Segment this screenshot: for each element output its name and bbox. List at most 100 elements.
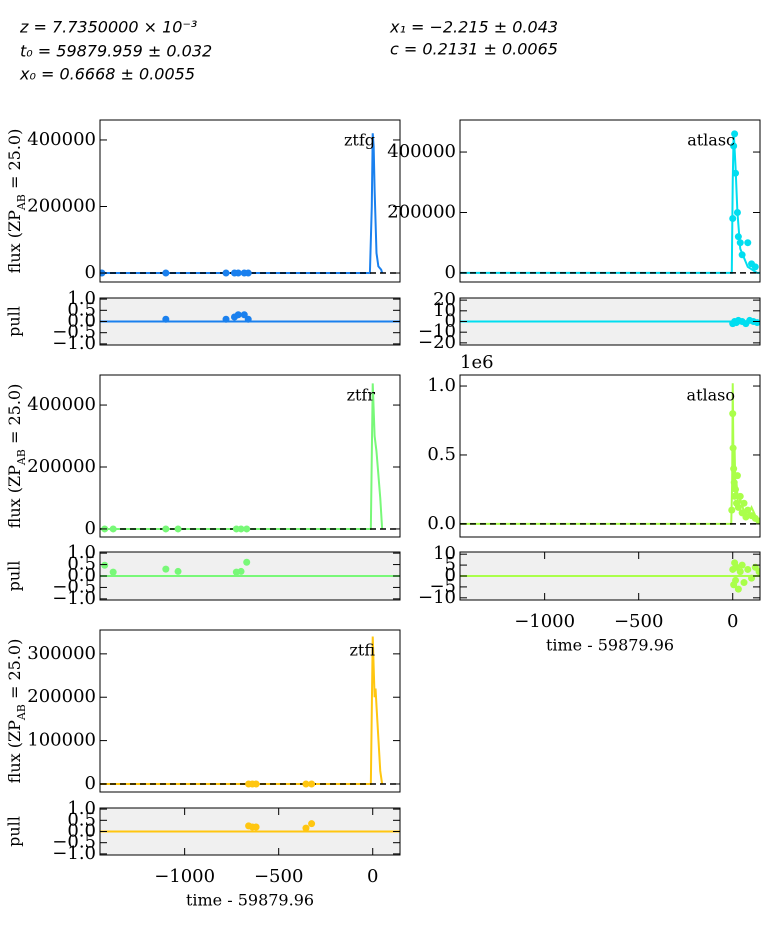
y-axis-label-part: = 25.0) bbox=[5, 129, 24, 194]
data-point bbox=[733, 208, 741, 216]
y-tick-label: 400000 bbox=[387, 141, 456, 162]
fit-param: x₁ = −2.215 ± 0.043 bbox=[389, 18, 558, 37]
data-point bbox=[738, 251, 746, 259]
y-tick-label: 0 bbox=[445, 565, 456, 586]
y-tick-label: 200000 bbox=[387, 201, 456, 222]
data-point bbox=[729, 444, 737, 452]
pull-point bbox=[732, 576, 740, 584]
pull-point bbox=[162, 315, 170, 323]
plot-content bbox=[100, 311, 400, 323]
y-tick-label: −1.0 bbox=[52, 843, 96, 864]
plot-content bbox=[460, 383, 760, 525]
pull-point bbox=[174, 567, 182, 575]
y-tick-label: 0.5 bbox=[67, 299, 96, 320]
y-tick-label: 10 bbox=[433, 300, 456, 321]
y-axis-label-part: = 25.0) bbox=[5, 384, 24, 449]
data-point bbox=[162, 269, 170, 277]
y-tick-label: 200000 bbox=[27, 456, 96, 477]
data-point bbox=[244, 269, 252, 277]
y-axis-label-part: flux (ZP bbox=[5, 210, 24, 273]
y-tick-label: −0.5 bbox=[52, 832, 96, 853]
data-point bbox=[731, 130, 739, 138]
data-point bbox=[729, 215, 737, 223]
data-point bbox=[252, 780, 260, 788]
pull-point bbox=[302, 824, 310, 832]
y-tick-label: 0.5 bbox=[67, 809, 96, 830]
data-point bbox=[302, 780, 310, 788]
pull-point bbox=[234, 311, 242, 319]
axes-frame bbox=[99, 374, 401, 538]
data-point bbox=[730, 465, 738, 473]
plot-content bbox=[460, 316, 760, 328]
plot-content bbox=[100, 383, 400, 533]
data-point bbox=[744, 506, 752, 514]
y-tick-label: 0 bbox=[85, 262, 96, 283]
data-point bbox=[733, 472, 741, 480]
plot-area bbox=[100, 375, 400, 537]
pull-point bbox=[736, 568, 744, 576]
y-tick-label: 0.5 bbox=[67, 554, 96, 575]
pull-point bbox=[243, 558, 251, 566]
y-axis-label: flux (ZPAB = 25.0) bbox=[5, 384, 28, 529]
y-tick-label: 0.0 bbox=[427, 513, 456, 534]
data-point bbox=[174, 525, 182, 533]
pull-point bbox=[101, 561, 109, 569]
fit-param: c = 0.2131 ± 0.0065 bbox=[390, 40, 558, 59]
fit-param: t₀ = 59879.959 ± 0.032 bbox=[20, 42, 212, 61]
x-axis-label: time - 59879.96 bbox=[546, 636, 674, 655]
data-point bbox=[734, 233, 742, 241]
model-line bbox=[460, 130, 760, 274]
data-point bbox=[728, 506, 736, 514]
axes-frame bbox=[459, 297, 761, 346]
data-point bbox=[237, 525, 245, 533]
data-point bbox=[736, 239, 744, 247]
plot-content bbox=[100, 820, 400, 833]
data-point bbox=[731, 492, 739, 500]
pull-point bbox=[740, 579, 748, 587]
data-point bbox=[730, 479, 738, 487]
y-tick-label: 200000 bbox=[27, 686, 96, 707]
y-tick-label: 0.0 bbox=[67, 565, 96, 586]
y-tick-label: 200000 bbox=[27, 195, 96, 216]
y-tick-label: 400000 bbox=[27, 394, 96, 415]
y-tick-label: 1.0 bbox=[67, 288, 96, 309]
model-line bbox=[100, 133, 384, 275]
x-tick-label: −1000 bbox=[514, 611, 575, 632]
data-point bbox=[222, 269, 230, 277]
data-point bbox=[755, 517, 760, 525]
x-tick-label: 0 bbox=[727, 611, 738, 632]
y-axis-label: pull bbox=[5, 816, 24, 847]
offset-label: 1e6 bbox=[460, 352, 494, 373]
axes-frame bbox=[459, 374, 761, 538]
data-point bbox=[732, 485, 740, 493]
plot-area bbox=[100, 630, 400, 792]
y-tick-label: 400000 bbox=[27, 129, 96, 150]
pull-point bbox=[244, 315, 252, 323]
pull-point bbox=[734, 585, 742, 593]
band-label: atlaso bbox=[687, 386, 735, 405]
data-point bbox=[109, 525, 117, 533]
y-axis-label-part: AB bbox=[15, 194, 28, 211]
y-tick-label: −1.0 bbox=[52, 588, 96, 609]
data-point bbox=[732, 169, 740, 177]
plot-content bbox=[460, 559, 760, 593]
plot-area bbox=[460, 120, 760, 282]
y-axis-label: flux (ZPAB = 25.0) bbox=[5, 639, 28, 784]
pull-point bbox=[744, 565, 752, 573]
y-tick-label: 0 bbox=[85, 518, 96, 539]
y-tick-label: 300000 bbox=[27, 643, 96, 664]
plot-content bbox=[100, 636, 400, 788]
y-axis-label-part: AB bbox=[15, 704, 28, 721]
x-tick-label: −500 bbox=[614, 611, 663, 632]
y-tick-label: 10 bbox=[433, 543, 456, 564]
data-point bbox=[751, 263, 759, 271]
y-tick-label: 0.0 bbox=[67, 821, 96, 842]
x-tick-label: −500 bbox=[254, 866, 303, 887]
axes-frame bbox=[99, 119, 401, 283]
y-tick-label: 5 bbox=[445, 554, 456, 575]
pull-point bbox=[162, 565, 170, 573]
y-tick-label: 0 bbox=[85, 773, 96, 794]
y-tick-label: 1.0 bbox=[67, 542, 96, 563]
y-tick-label: −0.5 bbox=[52, 576, 96, 597]
y-axis-label: flux (ZPAB = 25.0) bbox=[5, 129, 28, 274]
